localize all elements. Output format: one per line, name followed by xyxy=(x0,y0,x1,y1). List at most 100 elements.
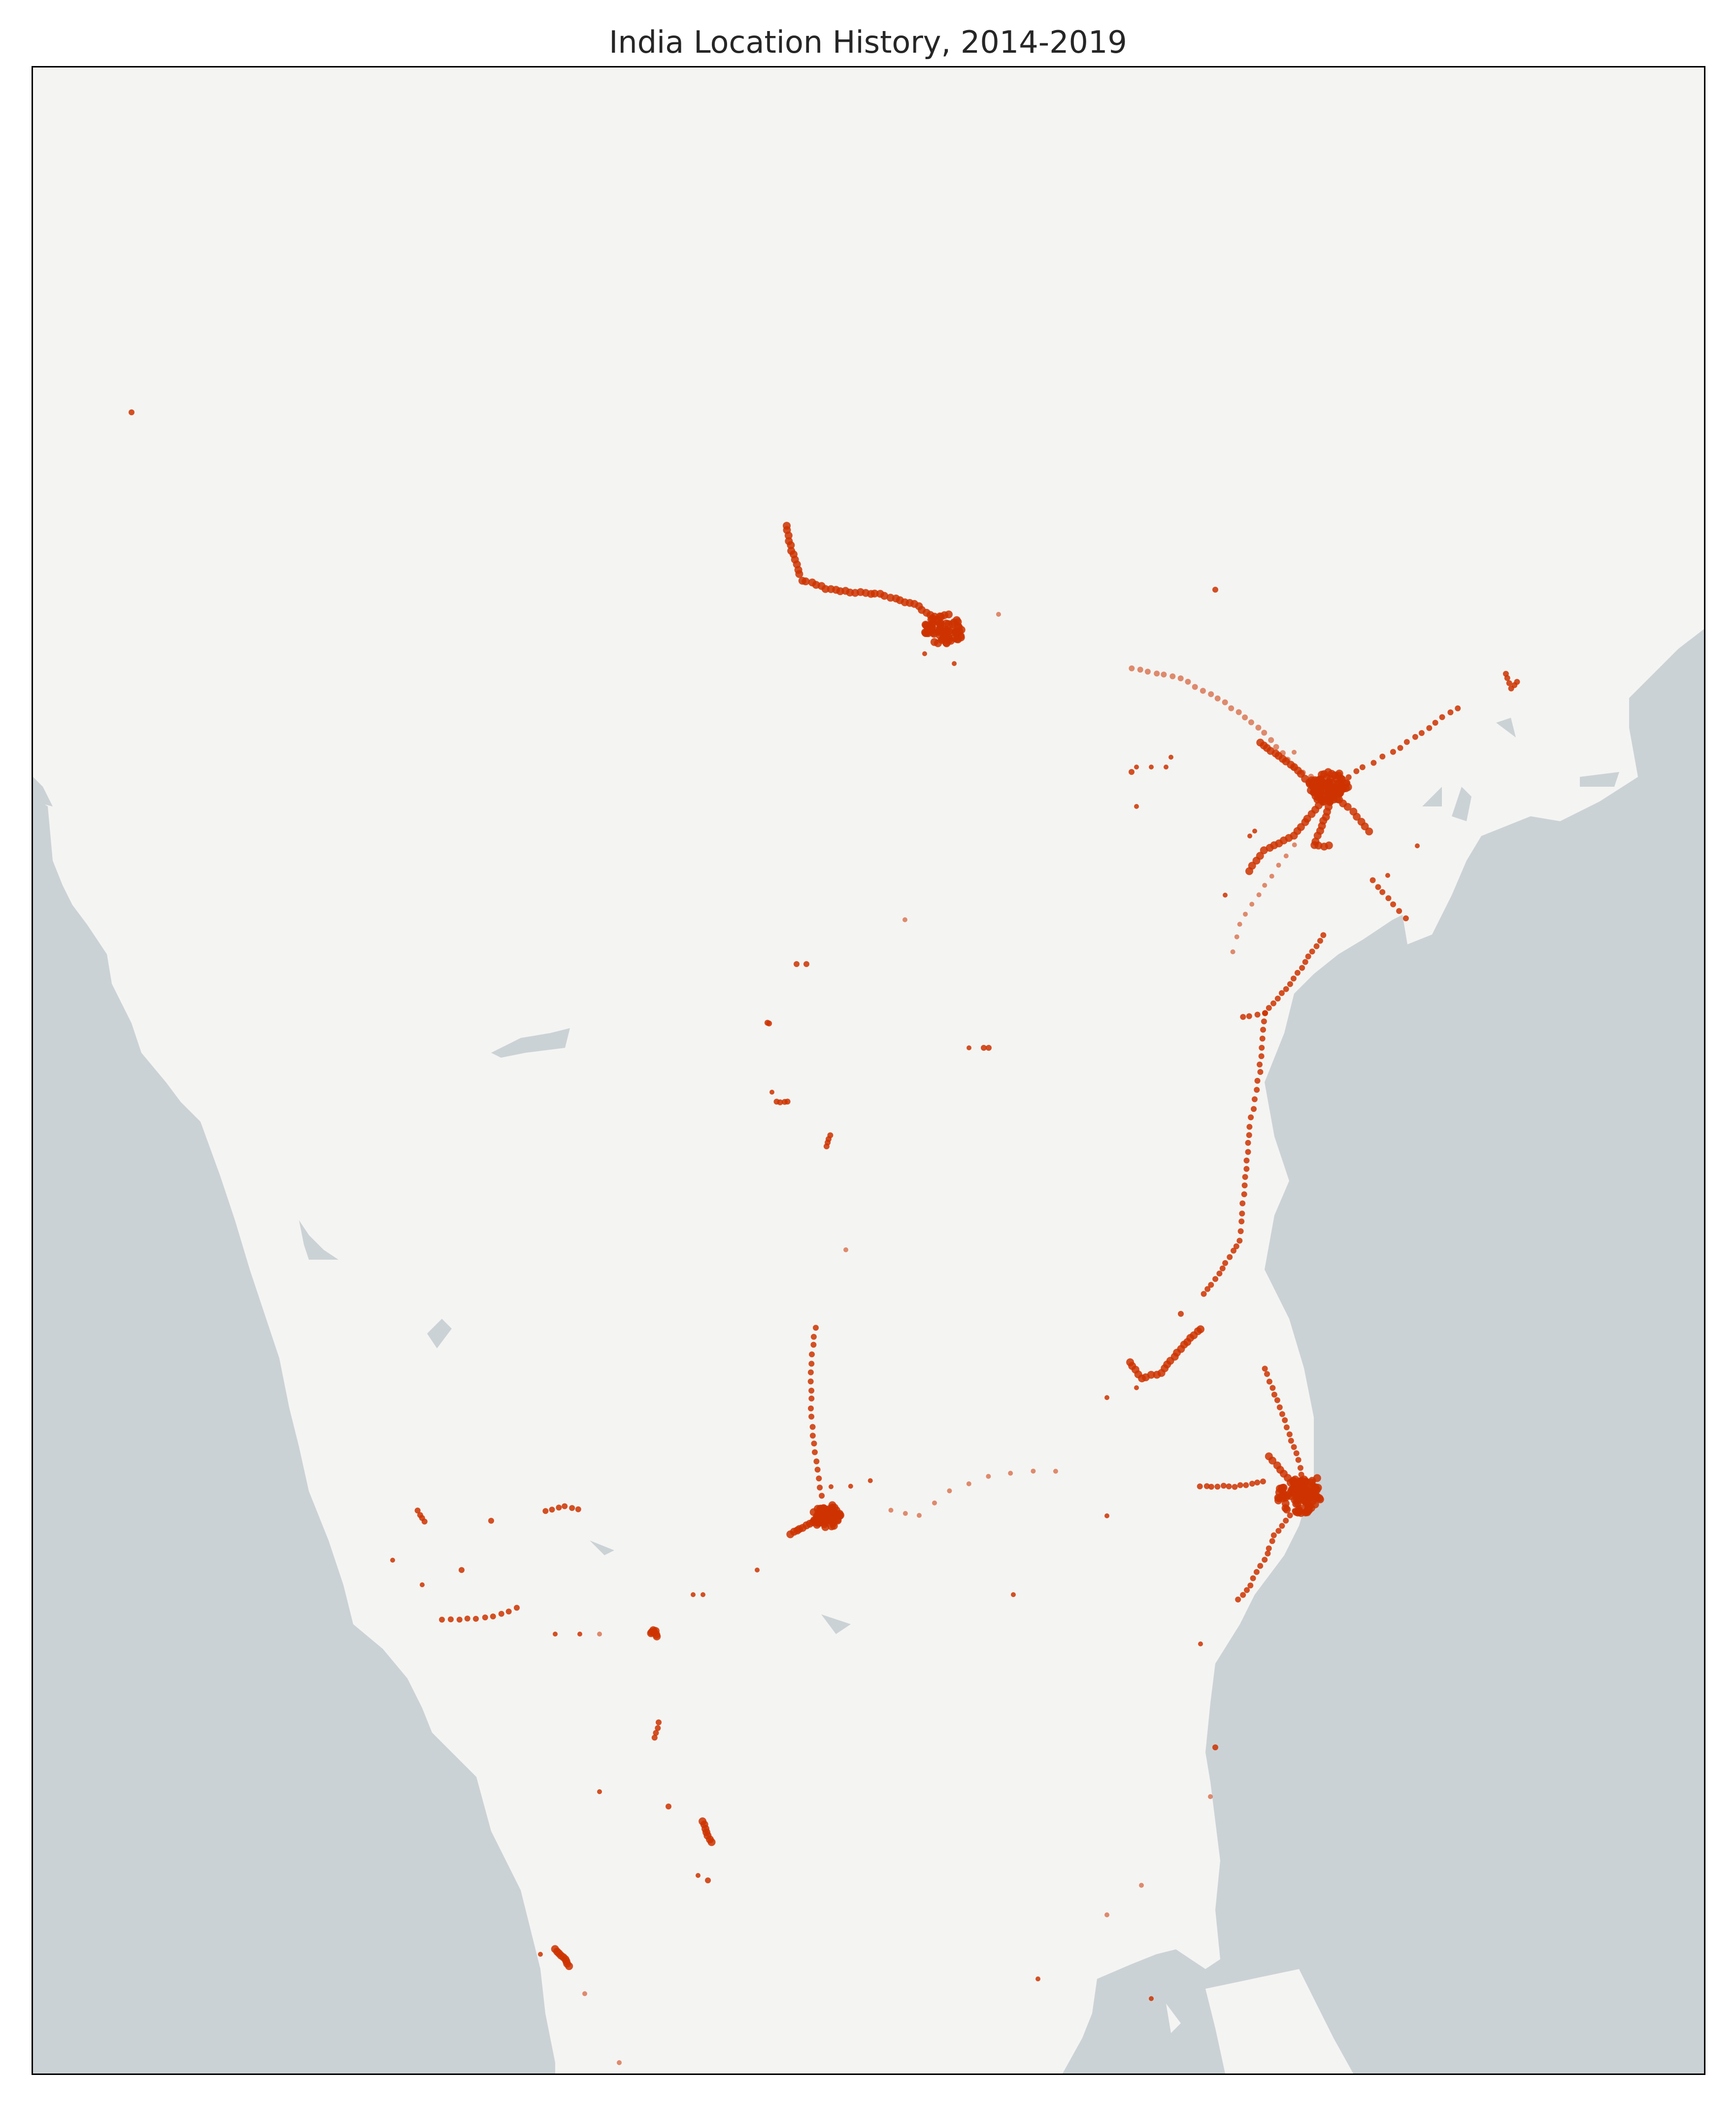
location-point xyxy=(1235,1597,1241,1603)
location-point xyxy=(940,611,948,619)
location-point xyxy=(1398,745,1403,751)
location-point xyxy=(1279,1523,1285,1529)
location-point xyxy=(1419,730,1425,736)
location-point xyxy=(1265,1551,1270,1557)
location-point xyxy=(1216,1270,1222,1276)
location-point xyxy=(811,1440,817,1446)
location-point xyxy=(1221,1483,1227,1489)
map-canvas[interactable] xyxy=(33,67,1704,2073)
location-point xyxy=(1292,750,1297,755)
location-point xyxy=(457,1617,463,1623)
location-point xyxy=(1390,902,1396,907)
location-point xyxy=(1236,1238,1242,1244)
location-point xyxy=(390,1558,395,1563)
location-point xyxy=(1325,841,1333,849)
location-point xyxy=(810,1433,816,1438)
location-point xyxy=(1268,737,1274,743)
location-point xyxy=(803,961,809,967)
location-point xyxy=(1269,1538,1275,1544)
location-point xyxy=(848,1484,853,1489)
location-point xyxy=(1237,1482,1243,1488)
location-point xyxy=(652,1735,658,1740)
location-point xyxy=(1365,828,1373,836)
location-point xyxy=(922,651,927,656)
location-point xyxy=(1284,1424,1290,1430)
location-point xyxy=(465,1616,470,1622)
location-point xyxy=(829,1484,834,1489)
location-point xyxy=(986,1474,991,1479)
location-point xyxy=(808,1388,814,1394)
location-point xyxy=(1238,1228,1244,1234)
location-point xyxy=(1260,1478,1266,1484)
location-point xyxy=(1274,1397,1280,1403)
location-point xyxy=(1276,863,1281,868)
location-point xyxy=(1287,1432,1293,1437)
location-point xyxy=(1220,1266,1226,1271)
location-point xyxy=(810,1424,816,1430)
location-point xyxy=(1222,700,1228,705)
location-point xyxy=(1208,1484,1214,1490)
location-point xyxy=(1269,874,1274,879)
location-point xyxy=(1154,670,1160,676)
location-point xyxy=(1346,774,1352,780)
location-point xyxy=(819,1493,825,1499)
location-point xyxy=(1269,1385,1275,1391)
location-point xyxy=(954,635,962,643)
location-point xyxy=(1254,1087,1260,1093)
location-point xyxy=(1262,883,1267,888)
location-point xyxy=(420,1582,425,1587)
location-point xyxy=(1137,667,1143,672)
location-point xyxy=(1313,1474,1321,1482)
location-point xyxy=(1134,804,1139,809)
location-point xyxy=(1295,970,1301,976)
location-point xyxy=(1506,680,1512,686)
map-frame[interactable] xyxy=(32,66,1705,2075)
location-point xyxy=(1299,965,1305,971)
location-point xyxy=(1279,1411,1285,1417)
location-point xyxy=(448,1616,454,1622)
location-point xyxy=(1104,1513,1109,1518)
location-point xyxy=(1168,755,1173,760)
location-point xyxy=(506,1608,512,1614)
location-point xyxy=(575,1506,581,1512)
location-point xyxy=(811,1334,817,1340)
location-point xyxy=(597,1632,602,1637)
location-point xyxy=(1243,1482,1249,1488)
location-point xyxy=(691,1592,696,1597)
location-point xyxy=(701,1592,705,1597)
location-point xyxy=(1261,730,1267,735)
location-point xyxy=(1291,1444,1297,1450)
location-point xyxy=(1309,949,1315,955)
location-point xyxy=(1298,1465,1303,1471)
location-point xyxy=(1242,714,1248,720)
location-point xyxy=(1331,784,1337,790)
location-point xyxy=(813,1325,819,1331)
location-point xyxy=(808,1370,814,1375)
location-point xyxy=(1259,1045,1265,1051)
location-point xyxy=(932,1501,937,1505)
location-point xyxy=(1134,765,1139,769)
location-point xyxy=(1215,696,1221,702)
location-point xyxy=(1249,1481,1255,1487)
location-point xyxy=(1178,1311,1184,1317)
location-point xyxy=(696,1873,701,1878)
location-point xyxy=(1305,954,1311,960)
location-point xyxy=(1302,1498,1309,1505)
location-point xyxy=(808,1405,814,1411)
location-point xyxy=(1288,1438,1294,1444)
location-point xyxy=(490,1613,496,1619)
location-point xyxy=(996,612,1001,617)
location-point xyxy=(810,1342,816,1348)
location-point xyxy=(1250,1575,1256,1581)
location-point xyxy=(1129,666,1135,671)
location-point xyxy=(1283,986,1289,992)
location-point xyxy=(1264,1371,1270,1377)
location-point xyxy=(1185,679,1191,685)
location-point xyxy=(1259,1053,1265,1059)
location-point xyxy=(942,638,950,646)
location-point xyxy=(1222,1260,1228,1266)
location-point xyxy=(1257,1563,1263,1569)
location-point xyxy=(1390,749,1396,755)
location-point xyxy=(1226,1483,1232,1489)
location-point xyxy=(1271,1533,1277,1538)
